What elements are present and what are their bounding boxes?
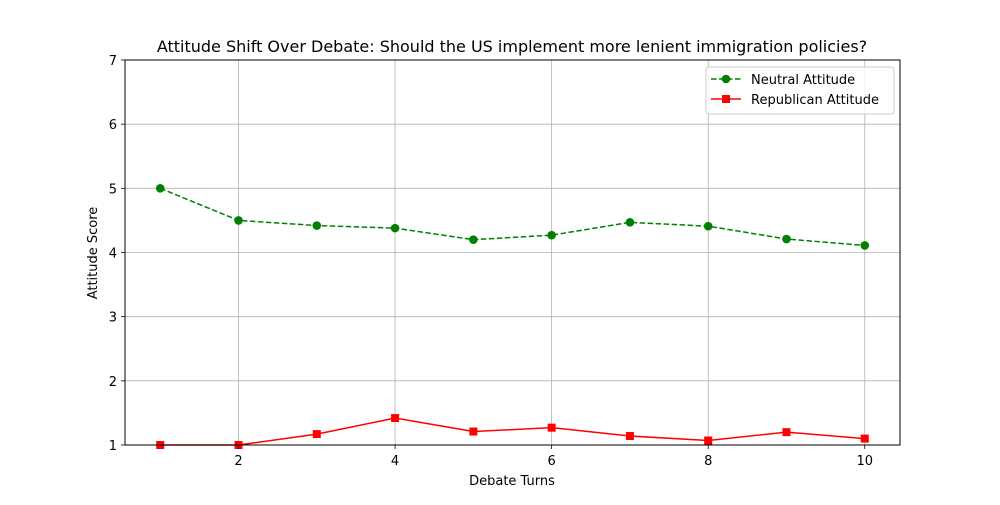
data-point-neutral xyxy=(155,184,165,193)
x-tick-label: 6 xyxy=(548,454,556,469)
y-tick-label: 7 xyxy=(109,54,117,69)
data-point-republican xyxy=(625,432,634,441)
y-tick-label: 3 xyxy=(109,311,117,326)
legend-box xyxy=(705,66,895,115)
data-point-neutral xyxy=(234,216,243,225)
data-point-republican xyxy=(704,436,713,445)
legend-republican-marker xyxy=(722,95,730,103)
data-point-republican xyxy=(312,430,321,439)
x-tick-label: 8 xyxy=(704,454,712,469)
data-point-republican xyxy=(782,428,791,437)
y-tick-label: 5 xyxy=(109,182,117,197)
data-point-republican xyxy=(547,423,556,432)
series-line-republican xyxy=(160,417,865,446)
x-tick-label: 4 xyxy=(391,454,399,469)
data-point-neutral xyxy=(547,230,556,240)
series-neutral xyxy=(155,184,870,250)
legend-entry-republican: Republican Attitude xyxy=(711,93,879,108)
data-point-neutral xyxy=(390,223,400,233)
data-point-republican xyxy=(469,427,478,436)
y-tick-label: 1 xyxy=(109,439,117,454)
data-point-neutral xyxy=(860,241,870,250)
data-point-neutral xyxy=(469,235,478,244)
data-point-neutral xyxy=(703,221,713,231)
legend: Neutral Attitude Republican Attitude xyxy=(705,66,895,115)
chart-title: Attitude Shift Over Debate: Should the U… xyxy=(157,37,867,56)
legend-republican-label: Republican Attitude xyxy=(751,93,879,108)
legend-entry-neutral: Neutral Attitude xyxy=(711,73,855,88)
y-tick-label: 2 xyxy=(109,375,117,390)
grid-lines xyxy=(125,59,900,446)
data-point-neutral xyxy=(782,234,791,244)
legend-neutral-marker xyxy=(721,74,731,84)
y-tick-label: 6 xyxy=(109,118,117,133)
data-point-republican xyxy=(860,434,869,443)
data-point-neutral xyxy=(312,221,322,230)
y-axis-label: Attitude Score xyxy=(86,207,101,300)
data-point-neutral xyxy=(625,218,635,227)
legend-neutral-label: Neutral Attitude xyxy=(751,73,855,88)
data-point-republican xyxy=(391,414,400,423)
x-axis-label: Debate Turns xyxy=(469,474,555,489)
y-tick-label: 4 xyxy=(109,247,117,262)
x-tick-label: 2 xyxy=(234,454,242,469)
series-line-neutral xyxy=(159,187,865,247)
x-tick-label: 10 xyxy=(856,454,873,469)
